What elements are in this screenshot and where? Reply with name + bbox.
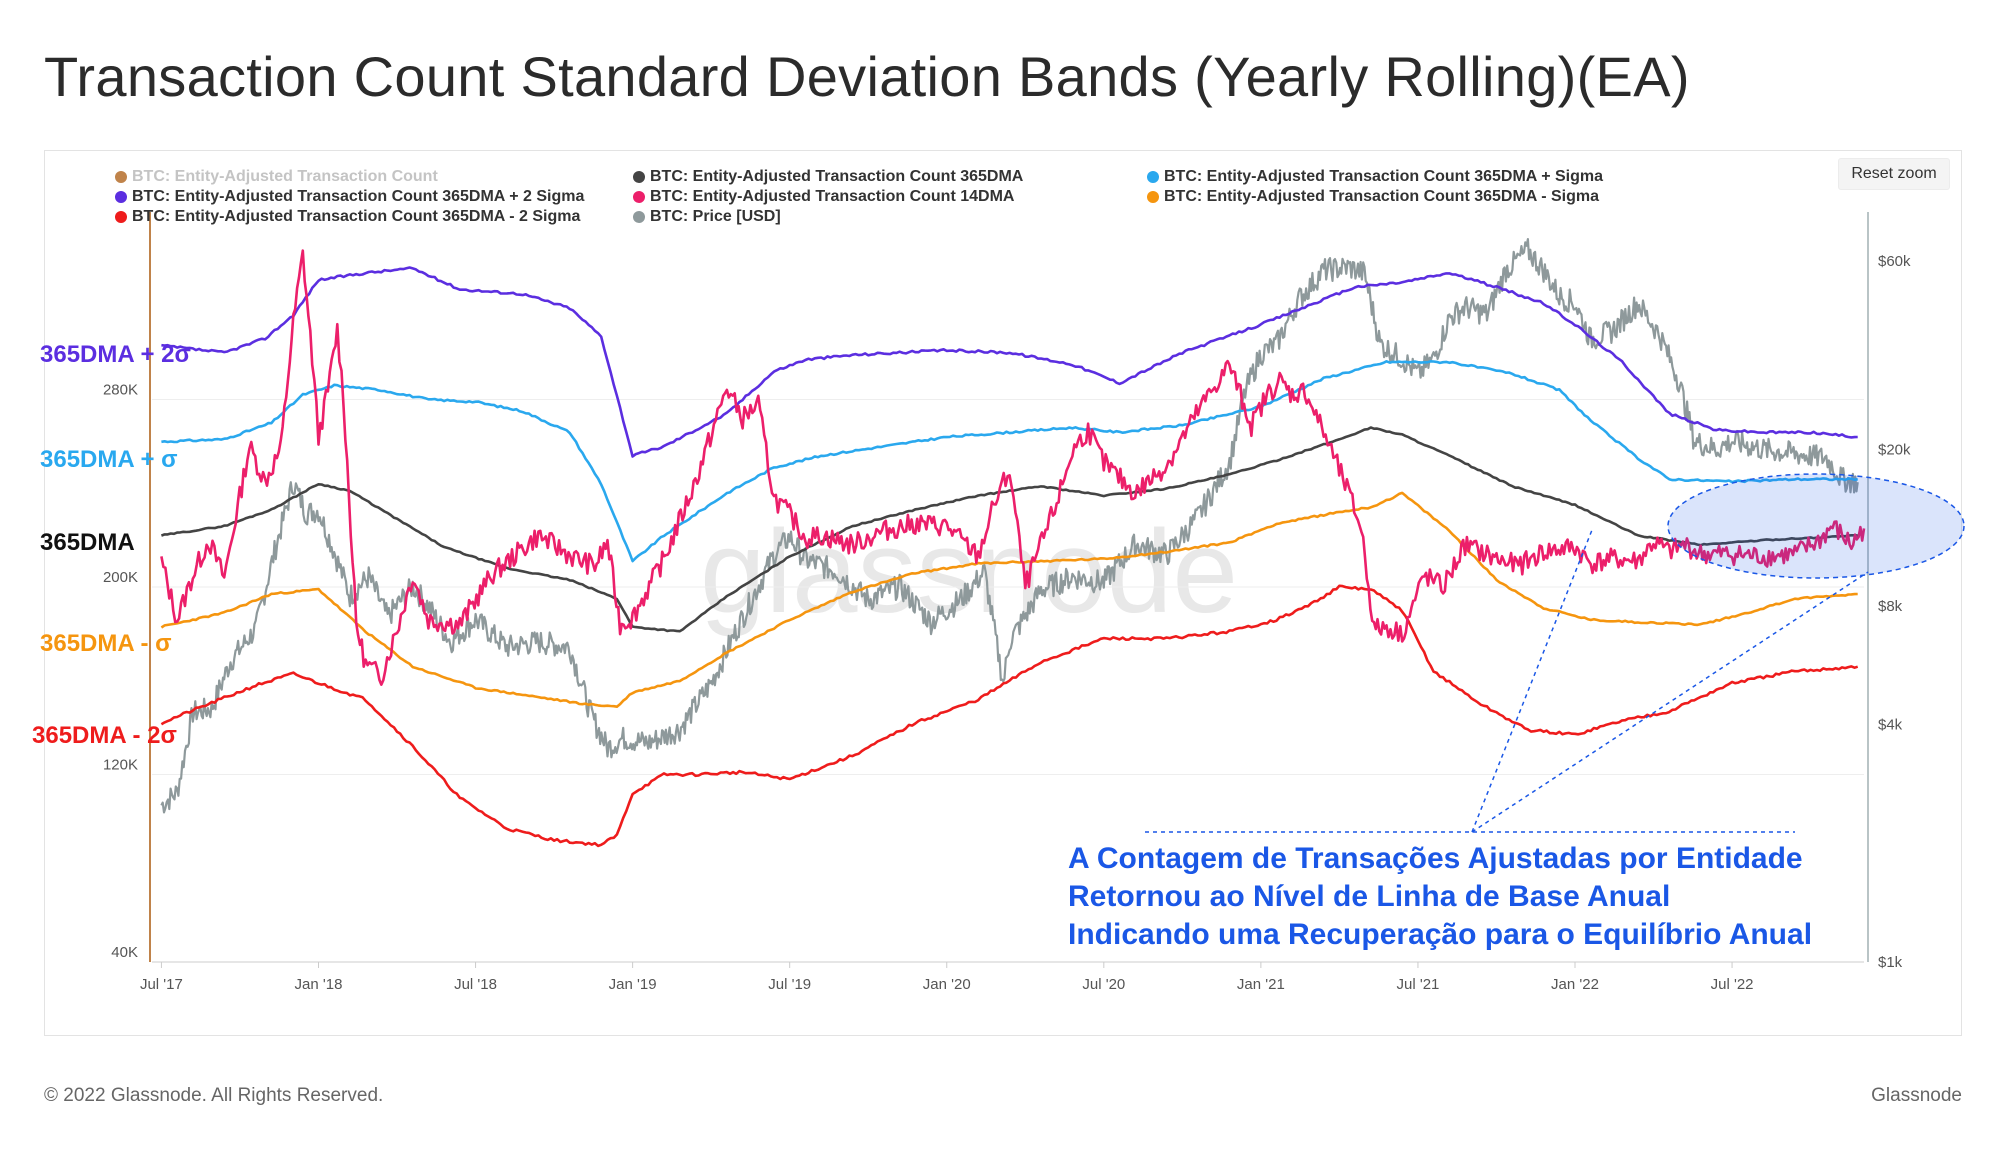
y-right-tick-label: $60k: [1878, 253, 1911, 270]
legend-item-14dma[interactable]: BTC: Entity-Adjusted Transaction Count 1…: [633, 188, 1014, 206]
band-label-365dma: 365DMA: [40, 529, 135, 556]
x-tick-label: Jan '19: [609, 976, 657, 993]
y-right-tick-label: $4k: [1878, 717, 1903, 734]
series-layer: [160, 238, 1866, 848]
annotation-line-3: Indicando uma Recuperação para o Equilíb…: [1068, 918, 1812, 951]
series-line-btc-entity-adjusted-transaction-count-365dma-2-sigma: [161, 266, 1858, 458]
x-tick-label: Jul '22: [1711, 976, 1754, 993]
legend-item-365dma[interactable]: BTC: Entity-Adjusted Transaction Count 3…: [633, 168, 1023, 186]
annotation-line-2: Retornou ao Nível de Linha de Base Anual: [1068, 880, 1670, 913]
y-right-tick-label: $1k: [1878, 954, 1903, 971]
series-line-btc-price-usd: [160, 238, 1859, 814]
y-right-tick-label: $20k: [1878, 441, 1911, 458]
y-left-tick-label: 40K: [111, 944, 138, 961]
band-label-minus2sigma: 365DMA - 2σ: [32, 722, 177, 749]
legend-item-365dma-minus-sigma[interactable]: BTC: Entity-Adjusted Transaction Count 3…: [1147, 188, 1599, 206]
band-label-plus1sigma: 365DMA + σ: [40, 446, 178, 473]
footer-brand: Glassnode: [1871, 1085, 1962, 1106]
y-right-tick-label: $8k: [1878, 598, 1903, 615]
legend-dot-icon: [633, 191, 645, 203]
x-tick-label: Jul '19: [768, 976, 811, 993]
legend-item-365dma-minus-2sigma[interactable]: BTC: Entity-Adjusted Transaction Count 3…: [115, 208, 580, 226]
legend-dot-icon: [1147, 191, 1159, 203]
x-tick-label: Jan '21: [1237, 976, 1285, 993]
x-tick-label: Jan '22: [1551, 976, 1599, 993]
series-line-btc-entity-adjusted-transaction-count-14dma: [160, 249, 1866, 686]
watermark: glassnode: [700, 506, 1238, 638]
x-tick-label: Jan '20: [923, 976, 971, 993]
series-line-btc-entity-adjusted-transaction-count-365dma-sigma: [160, 491, 1858, 708]
callout-line-right: [1471, 571, 1869, 833]
y-left-tick-label: 120K: [103, 757, 138, 774]
callout-line-left: [1471, 529, 1593, 833]
y-left-tick-label: 200K: [103, 569, 138, 586]
x-tick-label: Jul '17: [140, 976, 183, 993]
footer-copyright: © 2022 Glassnode. All Rights Reserved.: [44, 1085, 384, 1106]
legend-item-365dma-plus-sigma[interactable]: BTC: Entity-Adjusted Transaction Count 3…: [1147, 168, 1603, 186]
reset-zoom-button[interactable]: Reset zoom: [1838, 158, 1950, 190]
highlight-annotation: [1145, 473, 1965, 833]
legend-dot-icon: [633, 211, 645, 223]
x-tick-label: Jan '18: [295, 976, 343, 993]
legend-dot-icon: [1147, 171, 1159, 183]
band-label-plus2sigma: 365DMA + 2σ: [40, 341, 191, 368]
legend-dot-icon: [115, 211, 127, 223]
x-tick-label: Jul '18: [454, 976, 497, 993]
x-tick-label: Jul '21: [1396, 976, 1439, 993]
page-title: Transaction Count Standard Deviation Ban…: [44, 45, 1690, 108]
legend-dot-icon: [115, 191, 127, 203]
chart-panel: [44, 150, 1962, 1036]
series-line-btc-entity-adjusted-transaction-count-365dma-2-sigma: [160, 584, 1859, 848]
band-label-minus1sigma: 365DMA - σ: [40, 630, 172, 657]
legend-item-365dma-plus-2sigma[interactable]: BTC: Entity-Adjusted Transaction Count 3…: [115, 188, 584, 206]
legend-item-tx-count[interactable]: BTC: Entity-Adjusted Transaction Count: [115, 168, 438, 186]
x-tick-label: Jul '20: [1082, 976, 1125, 993]
y-left-tick-label: 280K: [103, 382, 138, 399]
legend-dot-icon: [115, 171, 127, 183]
highlight-ellipse: [1667, 473, 1965, 579]
axes: 40K 120K 200K 280K $1k $4k $8k $20k $60k Jul '17 J…: [103, 212, 1911, 993]
series-line-btc-entity-adjusted-transaction-count-365dma-sigma: [161, 360, 1858, 563]
annotation-line-1: A Contagem de Transações Ajustadas por E…: [1068, 842, 1803, 875]
series-line-btc-entity-adjusted-transaction-count-365dma: [160, 426, 1858, 633]
legend-dot-icon: [633, 171, 645, 183]
legend-item-price[interactable]: BTC: Price [USD]: [633, 208, 781, 226]
